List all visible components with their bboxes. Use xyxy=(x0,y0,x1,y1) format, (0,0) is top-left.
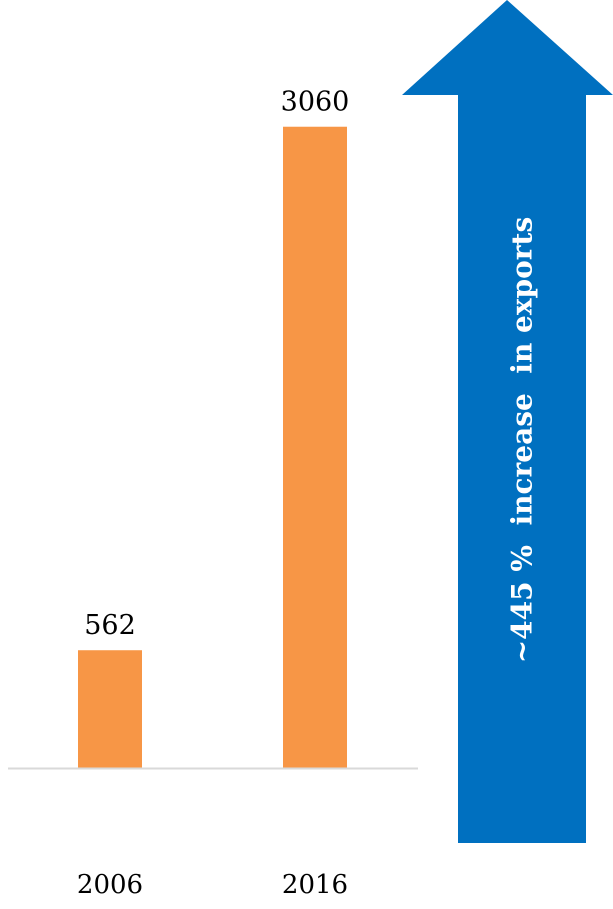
bar-2016 xyxy=(283,126,347,768)
value-label-2016: 3060 xyxy=(281,87,350,118)
category-labels-group: 2006 2016 xyxy=(77,870,348,900)
category-label-2006: 2006 xyxy=(77,870,143,900)
increase-annotation-text: ~445 % increase in exports xyxy=(506,217,539,664)
value-label-2006: 562 xyxy=(84,610,136,641)
up-arrow-shape xyxy=(402,0,613,843)
bars-group xyxy=(78,126,347,768)
value-labels-group: 562 3060 xyxy=(84,87,349,641)
bar-2006 xyxy=(78,650,142,768)
increase-arrow: ~445 % increase in exports xyxy=(402,0,613,843)
category-label-2016: 2016 xyxy=(282,870,348,900)
